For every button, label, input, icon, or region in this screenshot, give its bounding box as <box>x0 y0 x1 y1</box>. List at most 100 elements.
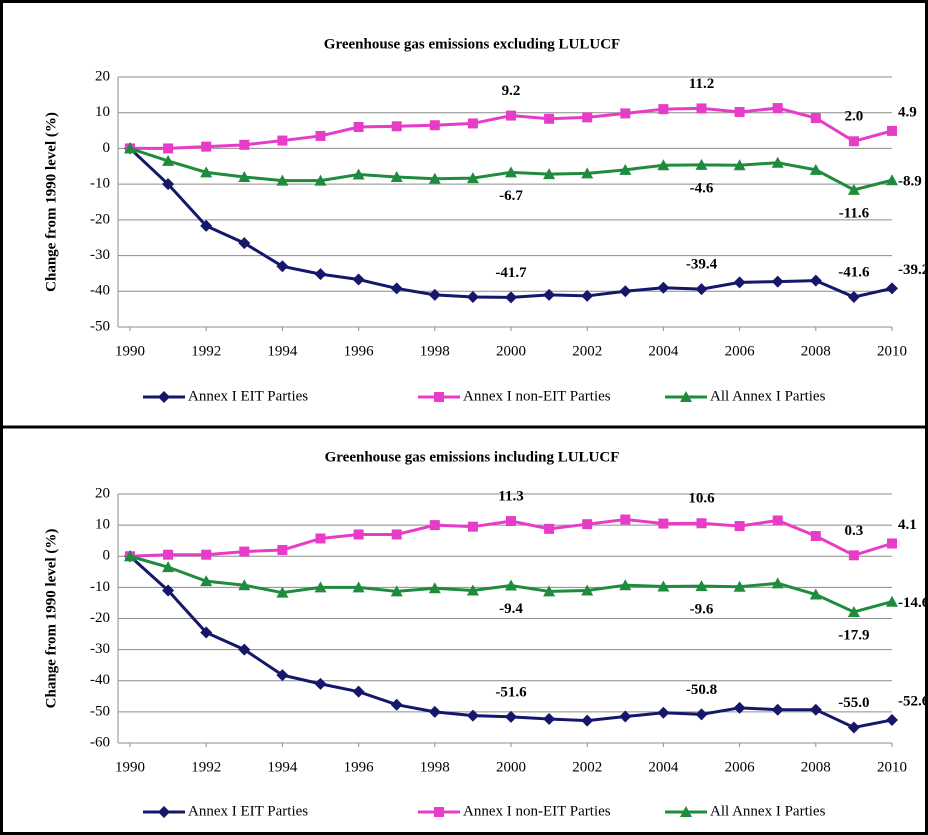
data-point <box>886 174 898 186</box>
data-point <box>277 135 288 146</box>
data-point <box>582 112 593 123</box>
legend-label: Annex I non-EIT Parties <box>463 388 611 404</box>
y-tick-label: -30 <box>90 247 110 263</box>
chart-title: Greenhouse gas emissions excluding LULUC… <box>324 36 620 52</box>
data-point <box>544 113 555 124</box>
data-label: 4.9 <box>898 104 917 120</box>
y-tick-label: 0 <box>103 548 111 564</box>
data-point <box>428 288 441 301</box>
chart-title: Greenhouse gas emissions including LULUC… <box>325 449 620 465</box>
y-tick-label: -10 <box>90 579 110 595</box>
data-label: -39.4 <box>686 257 718 273</box>
data-point <box>696 518 707 529</box>
data-label: -50.8 <box>686 682 717 698</box>
data-point <box>544 523 555 534</box>
data-point <box>581 167 594 179</box>
data-label: 2.0 <box>845 109 864 125</box>
data-point <box>847 605 860 617</box>
y-tick-label: -10 <box>90 176 110 192</box>
data-point <box>390 171 403 182</box>
x-tick-label: 1992 <box>191 343 221 359</box>
data-point <box>771 703 784 716</box>
x-tick-label: 2002 <box>572 759 602 775</box>
data-point <box>733 159 746 171</box>
data-point <box>200 219 213 232</box>
data-point <box>429 520 440 531</box>
data-point <box>390 698 403 711</box>
legend-marker <box>434 807 444 817</box>
x-tick-label: 1996 <box>344 343 375 359</box>
x-tick-label: 2006 <box>725 343 756 359</box>
y-tick-label: -50 <box>90 318 110 334</box>
data-point <box>466 584 479 596</box>
y-tick-label: 20 <box>95 485 110 501</box>
data-point <box>124 550 136 562</box>
data-point <box>543 168 556 180</box>
data-point <box>390 585 403 597</box>
data-label: 9.2 <box>502 83 521 99</box>
data-point <box>657 706 670 719</box>
data-label: -4.6 <box>690 180 714 196</box>
y-tick-label: 10 <box>95 517 110 533</box>
data-point <box>695 283 708 296</box>
data-label: -8.9 <box>898 174 922 190</box>
data-point <box>352 685 365 698</box>
legend-marker <box>158 806 170 818</box>
data-point <box>771 577 784 589</box>
x-tick-label: 2004 <box>648 343 679 359</box>
data-label: -6.7 <box>499 188 523 204</box>
x-tick-label: 2000 <box>496 759 526 775</box>
y-axis-label: Change from 1990 level (%) <box>43 529 59 709</box>
data-point <box>200 166 213 178</box>
data-label: 11.2 <box>689 76 714 92</box>
legend-label: All Annex I Parties <box>710 803 826 819</box>
data-label: -9.6 <box>690 602 714 618</box>
data-point <box>543 288 556 301</box>
data-point <box>658 104 669 115</box>
data-point <box>466 172 479 184</box>
data-point <box>734 521 745 532</box>
y-tick-label: 10 <box>95 104 110 120</box>
data-point <box>239 139 250 150</box>
data-point <box>810 531 821 542</box>
data-label: -55.0 <box>838 695 869 711</box>
data-point <box>809 274 822 287</box>
y-tick-label: 0 <box>103 140 111 156</box>
data-point <box>201 549 212 560</box>
data-point <box>276 586 289 598</box>
data-label: -41.7 <box>495 265 527 281</box>
y-tick-label: -60 <box>90 734 110 750</box>
data-point <box>809 703 822 716</box>
data-point <box>276 174 289 186</box>
data-point <box>200 626 213 639</box>
x-tick-label: 1992 <box>191 759 221 775</box>
data-point <box>429 120 440 131</box>
data-point <box>657 281 670 294</box>
data-point <box>771 156 784 168</box>
data-point <box>847 183 860 195</box>
y-tick-label: -30 <box>90 641 110 657</box>
data-label: 4.1 <box>898 517 917 533</box>
data-point <box>886 282 898 295</box>
data-point <box>315 130 326 141</box>
data-point <box>314 268 327 281</box>
data-label: -11.6 <box>839 205 870 221</box>
x-tick-label: 1996 <box>344 759 375 775</box>
data-point <box>201 141 212 152</box>
data-point <box>582 519 593 530</box>
y-tick-label: -20 <box>90 610 110 626</box>
data-label: -9.4 <box>499 601 523 617</box>
x-tick-label: 2004 <box>648 759 679 775</box>
data-point <box>619 710 632 723</box>
data-point <box>239 546 250 557</box>
data-point <box>847 291 860 303</box>
data-point <box>466 709 479 722</box>
data-point <box>352 581 365 593</box>
data-point <box>124 142 136 154</box>
data-point <box>581 584 594 596</box>
y-tick-label: -40 <box>90 283 110 299</box>
data-label: 0.3 <box>845 523 864 539</box>
y-tick-label: 20 <box>95 68 110 84</box>
